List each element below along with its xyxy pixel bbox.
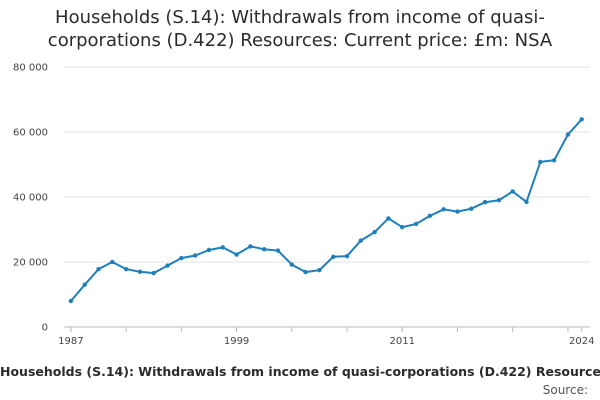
data-point[interactable] [151,270,156,276]
data-point[interactable] [110,259,115,265]
data-point[interactable] [234,252,239,257]
data-point[interactable] [413,221,419,227]
data-point[interactable] [289,262,294,267]
data-point[interactable] [524,199,529,205]
gridlines [64,66,590,263]
data-point[interactable] [427,213,433,219]
data-point[interactable] [179,255,184,261]
data-point[interactable] [496,198,502,203]
data-point[interactable] [220,245,225,250]
data-point[interactable] [400,225,405,230]
data-point[interactable] [331,254,336,259]
y-tick-label: 80 000 [13,63,48,74]
data-point[interactable] [510,189,515,194]
source-label: Source: [542,383,588,397]
data-point[interactable] [317,267,322,273]
data-point[interactable] [248,244,253,249]
data-point[interactable] [261,247,267,252]
data-point[interactable] [303,269,308,275]
data-point[interactable] [192,253,198,258]
data-point[interactable] [68,298,74,304]
data-point[interactable] [206,247,212,253]
data-point[interactable] [275,248,281,253]
data-point[interactable] [441,207,446,212]
data-point[interactable] [482,200,488,205]
y-tick-label: 0 [42,323,48,334]
series-line [70,118,583,302]
data-point[interactable] [455,209,460,214]
data-point[interactable] [386,216,391,221]
data-point[interactable] [538,159,543,165]
data-point[interactable] [469,206,474,211]
data-point[interactable] [551,158,557,163]
data-point[interactable] [358,238,364,243]
y-tick-label: 20 000 [13,258,48,269]
chart-title: Households (S.14): Withdrawals from inco… [47,7,553,51]
data-point[interactable] [165,263,170,268]
series-layer [68,117,584,304]
data-point[interactable] [82,282,87,287]
data-point[interactable] [565,132,571,137]
footer-title: Households (S.14): Withdrawals from inco… [0,364,600,379]
x-tick-label: 1987 [58,336,83,347]
data-point[interactable] [579,117,584,122]
data-point[interactable] [344,253,350,259]
data-point[interactable] [372,229,377,235]
data-point[interactable] [123,266,129,272]
x-tick-label: 2011 [390,336,415,347]
x-tick-label: 2024 [569,336,594,347]
x-tick-label: 1999 [224,336,249,347]
data-point[interactable] [96,266,101,272]
y-tick-label: 60 000 [13,128,48,139]
axes: 0 20 000 40 000 60 000 80 000 1987 1999 2011 202… [13,63,594,348]
y-tick-label: 40 000 [13,193,48,204]
data-point[interactable] [137,269,143,274]
